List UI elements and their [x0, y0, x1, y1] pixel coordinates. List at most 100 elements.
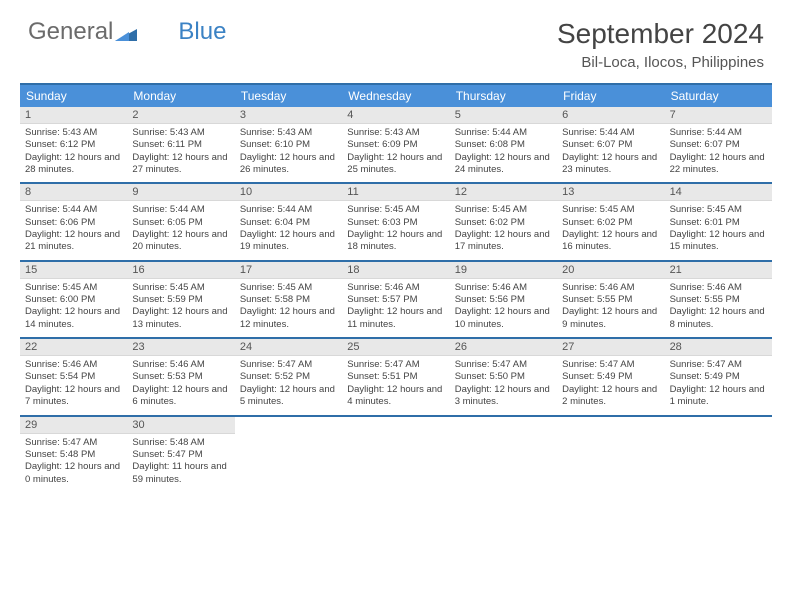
calendar-cell: 24Sunrise: 5:47 AMSunset: 5:52 PMDayligh…	[235, 339, 342, 414]
daylight-text: Daylight: 12 hours and 22 minutes.	[670, 152, 767, 177]
day-number: 4	[342, 107, 449, 124]
daylight-text: Daylight: 12 hours and 24 minutes.	[455, 152, 552, 177]
sunset-text: Sunset: 5:59 PM	[132, 294, 229, 306]
day-number: 2	[127, 107, 234, 124]
day-number: 12	[450, 184, 557, 201]
sunset-text: Sunset: 6:02 PM	[455, 217, 552, 229]
daylight-text: Daylight: 12 hours and 28 minutes.	[25, 152, 122, 177]
calendar-cell: 23Sunrise: 5:46 AMSunset: 5:53 PMDayligh…	[127, 339, 234, 414]
sunset-text: Sunset: 5:57 PM	[347, 294, 444, 306]
day-number: 15	[20, 262, 127, 279]
calendar-cell: 11Sunrise: 5:45 AMSunset: 6:03 PMDayligh…	[342, 184, 449, 259]
calendar-cell: 22Sunrise: 5:46 AMSunset: 5:54 PMDayligh…	[20, 339, 127, 414]
daylight-text: Daylight: 12 hours and 1 minute.	[670, 384, 767, 409]
day-info: Sunrise: 5:45 AMSunset: 6:00 PMDaylight:…	[20, 279, 127, 337]
sunset-text: Sunset: 6:09 PM	[347, 139, 444, 151]
calendar-cell: 4Sunrise: 5:43 AMSunset: 6:09 PMDaylight…	[342, 107, 449, 182]
day-info: Sunrise: 5:45 AMSunset: 6:02 PMDaylight:…	[450, 201, 557, 259]
sunrise-text: Sunrise: 5:46 AM	[670, 282, 767, 294]
daylight-text: Daylight: 12 hours and 21 minutes.	[25, 229, 122, 254]
daylight-text: Daylight: 12 hours and 8 minutes.	[670, 306, 767, 331]
sunrise-text: Sunrise: 5:45 AM	[25, 282, 122, 294]
day-number: 14	[665, 184, 772, 201]
day-number: 8	[20, 184, 127, 201]
sunset-text: Sunset: 5:49 PM	[670, 371, 767, 383]
day-info: Sunrise: 5:45 AMSunset: 5:58 PMDaylight:…	[235, 279, 342, 337]
day-header-row: Sunday Monday Tuesday Wednesday Thursday…	[20, 85, 772, 107]
month-title: September 2024	[557, 18, 764, 50]
sunset-text: Sunset: 6:08 PM	[455, 139, 552, 151]
day-info: Sunrise: 5:44 AMSunset: 6:07 PMDaylight:…	[665, 124, 772, 182]
title-block: September 2024 Bil-Loca, Ilocos, Philipp…	[557, 18, 764, 71]
daylight-text: Daylight: 12 hours and 5 minutes.	[240, 384, 337, 409]
sunset-text: Sunset: 6:10 PM	[240, 139, 337, 151]
day-info: Sunrise: 5:43 AMSunset: 6:11 PMDaylight:…	[127, 124, 234, 182]
calendar-cell: 14 Sunrise: 5:45 AMSunset: 6:01 PMDayligh…	[665, 184, 772, 259]
daylight-text: Daylight: 12 hours and 15 minutes.	[670, 229, 767, 254]
sunset-text: Sunset: 6:03 PM	[347, 217, 444, 229]
day-info: Sunrise: 5:47 AMSunset: 5:51 PMDaylight:…	[342, 356, 449, 414]
calendar-cell: 21Sunrise: 5:46 AMSunset: 5:55 PMDayligh…	[665, 262, 772, 337]
sunrise-text: Sunrise: 5:46 AM	[347, 282, 444, 294]
sunrise-text: Sunrise: 5:45 AM	[562, 204, 659, 216]
sunset-text: Sunset: 5:47 PM	[132, 449, 229, 461]
day-number: 21	[665, 262, 772, 279]
calendar-cell: 16Sunrise: 5:45 AMSunset: 5:59 PMDayligh…	[127, 262, 234, 337]
day-info: Sunrise: 5:46 AMSunset: 5:53 PMDaylight:…	[127, 356, 234, 414]
calendar-cell: 19Sunrise: 5:46 AMSunset: 5:56 PMDayligh…	[450, 262, 557, 337]
sunrise-text: Sunrise: 5:47 AM	[455, 359, 552, 371]
sunset-text: Sunset: 5:55 PM	[670, 294, 767, 306]
week-row: 8Sunrise: 5:44 AMSunset: 6:06 PMDaylight…	[20, 184, 772, 261]
day-number: 26	[450, 339, 557, 356]
calendar-cell: 17Sunrise: 5:45 AMSunset: 5:58 PMDayligh…	[235, 262, 342, 337]
calendar-cell: 12Sunrise: 5:45 AMSunset: 6:02 PMDayligh…	[450, 184, 557, 259]
day-number: 7	[665, 107, 772, 124]
sunset-text: Sunset: 5:55 PM	[562, 294, 659, 306]
daylight-text: Daylight: 12 hours and 2 minutes.	[562, 384, 659, 409]
sunset-text: Sunset: 5:52 PM	[240, 371, 337, 383]
brand-logo: General Blue	[28, 18, 226, 46]
day-number: 28	[665, 339, 772, 356]
day-info: Sunrise: 5:46 AMSunset: 5:55 PMDaylight:…	[665, 279, 772, 337]
sunset-text: Sunset: 6:07 PM	[670, 139, 767, 151]
day-number: 1	[20, 107, 127, 124]
calendar-cell: 20Sunrise: 5:46 AMSunset: 5:55 PMDayligh…	[557, 262, 664, 337]
sunset-text: Sunset: 6:06 PM	[25, 217, 122, 229]
sunset-text: Sunset: 5:54 PM	[25, 371, 122, 383]
daylight-text: Daylight: 12 hours and 19 minutes.	[240, 229, 337, 254]
sunrise-text: Sunrise: 5:43 AM	[25, 127, 122, 139]
daylight-text: Daylight: 12 hours and 23 minutes.	[562, 152, 659, 177]
calendar-cell: 27Sunrise: 5:47 AMSunset: 5:49 PMDayligh…	[557, 339, 664, 414]
calendar-cell	[450, 417, 557, 492]
sunset-text: Sunset: 6:01 PM	[670, 217, 767, 229]
calendar-cell: 8Sunrise: 5:44 AMSunset: 6:06 PMDaylight…	[20, 184, 127, 259]
sunset-text: Sunset: 6:11 PM	[132, 139, 229, 151]
day-number: 13	[557, 184, 664, 201]
sunrise-text: Sunrise: 5:47 AM	[240, 359, 337, 371]
day-info: Sunrise: 5:47 AMSunset: 5:49 PMDaylight:…	[557, 356, 664, 414]
daylight-text: Daylight: 12 hours and 12 minutes.	[240, 306, 337, 331]
day-number: 17	[235, 262, 342, 279]
calendar-cell: 7Sunrise: 5:44 AMSunset: 6:07 PMDaylight…	[665, 107, 772, 182]
day-number: 19	[450, 262, 557, 279]
day-number: 6	[557, 107, 664, 124]
calendar-cell: 9Sunrise: 5:44 AMSunset: 6:05 PMDaylight…	[127, 184, 234, 259]
day-info: Sunrise: 5:47 AMSunset: 5:49 PMDaylight:…	[665, 356, 772, 414]
sunset-text: Sunset: 6:04 PM	[240, 217, 337, 229]
day-info: Sunrise: 5:45 AMSunset: 6:02 PMDaylight:…	[557, 201, 664, 259]
sunrise-text: Sunrise: 5:45 AM	[670, 204, 767, 216]
calendar-cell: 18Sunrise: 5:46 AMSunset: 5:57 PMDayligh…	[342, 262, 449, 337]
sunset-text: Sunset: 6:02 PM	[562, 217, 659, 229]
day-number: 10	[235, 184, 342, 201]
sunset-text: Sunset: 5:53 PM	[132, 371, 229, 383]
brand-part1: General	[28, 18, 113, 46]
day-header-fri: Friday	[557, 85, 664, 107]
calendar-cell: 29Sunrise: 5:47 AMSunset: 5:48 PMDayligh…	[20, 417, 127, 492]
sunrise-text: Sunrise: 5:44 AM	[240, 204, 337, 216]
day-number: 5	[450, 107, 557, 124]
calendar-cell	[342, 417, 449, 492]
day-info: Sunrise: 5:44 AMSunset: 6:08 PMDaylight:…	[450, 124, 557, 182]
daylight-text: Daylight: 12 hours and 16 minutes.	[562, 229, 659, 254]
sunrise-text: Sunrise: 5:46 AM	[132, 359, 229, 371]
sunset-text: Sunset: 5:49 PM	[562, 371, 659, 383]
